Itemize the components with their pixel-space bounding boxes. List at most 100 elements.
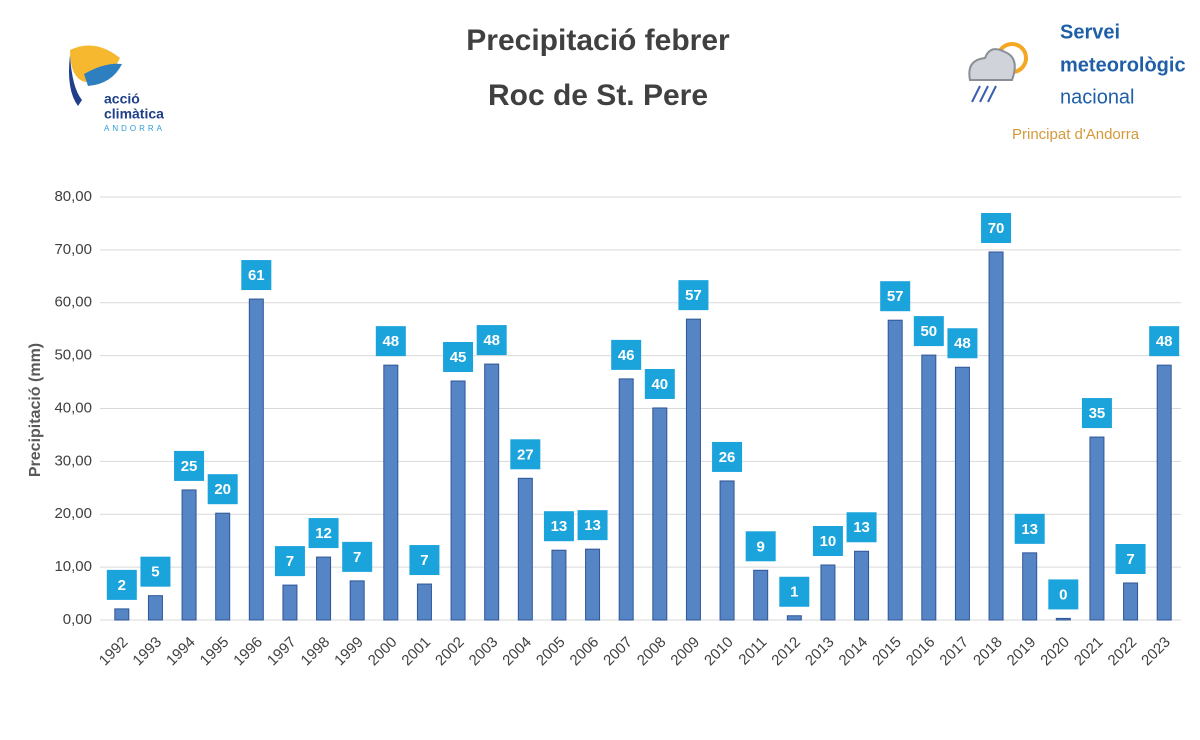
logo-text: meteorològic	[1060, 54, 1186, 76]
data-label-box	[812, 526, 843, 557]
data-label: 5	[151, 564, 159, 581]
chart-title: Precipitació febrer	[466, 24, 730, 57]
y-tick-label: 40,00	[54, 399, 92, 416]
data-label: 13	[1021, 521, 1038, 538]
data-label: 46	[618, 347, 635, 364]
data-label: 7	[420, 552, 428, 569]
bar	[349, 580, 365, 621]
right-logo: Servei meteorològic nacional Principat d…	[968, 21, 1186, 143]
bar	[854, 550, 870, 621]
data-label: 12	[315, 525, 332, 542]
data-label-box	[913, 316, 944, 347]
data-label: 57	[887, 288, 904, 305]
logo-text: climàtica	[104, 106, 164, 122]
bar	[753, 569, 769, 621]
x-tick-label: 2000	[365, 634, 401, 670]
data-label-box	[140, 556, 171, 587]
x-tick-label: 2005	[533, 634, 569, 670]
data-label-box	[308, 518, 339, 549]
data-label: 13	[853, 519, 870, 536]
bar	[450, 380, 466, 621]
y-tick-label: 20,00	[54, 505, 92, 522]
data-label: 9	[757, 538, 765, 555]
data-label: 7	[353, 549, 361, 566]
data-label-box	[846, 512, 877, 543]
bar	[383, 364, 399, 621]
data-label: 48	[382, 333, 399, 350]
x-tick-label: 2011	[735, 634, 770, 669]
data-label: 0	[1059, 586, 1067, 603]
bar	[114, 608, 130, 621]
data-label-box	[207, 474, 238, 505]
bar	[1055, 617, 1071, 621]
data-label: 7	[1126, 551, 1134, 568]
data-label: 13	[551, 518, 568, 535]
data-label-box	[476, 325, 507, 356]
data-label: 26	[719, 449, 736, 466]
x-tick-label: 2014	[836, 634, 872, 670]
x-tick-label: 2007	[600, 634, 636, 670]
data-label: 61	[248, 267, 265, 284]
data-label: 50	[920, 323, 937, 340]
logo-text: ANDORRA	[104, 124, 165, 133]
bar	[887, 319, 903, 621]
x-tick-label: 2004	[499, 634, 535, 670]
data-label: 40	[651, 376, 668, 393]
data-label: 20	[214, 481, 231, 498]
bar	[416, 583, 432, 621]
bar	[988, 251, 1004, 621]
data-label: 13	[584, 517, 601, 534]
data-label: 48	[954, 335, 971, 352]
data-label: 25	[181, 458, 198, 475]
data-label-box	[443, 342, 474, 373]
data-label-box	[510, 439, 541, 470]
data-label-box	[1081, 398, 1112, 429]
data-label-box	[1048, 579, 1079, 610]
x-tick-label: 2020	[1037, 634, 1073, 670]
data-label-box	[611, 339, 642, 370]
bar	[954, 366, 970, 621]
x-tick-label: 2010	[701, 634, 737, 670]
bar	[921, 354, 937, 621]
bar	[719, 480, 735, 621]
logo-rain	[971, 85, 997, 103]
bar	[551, 549, 567, 621]
data-label-box	[947, 328, 978, 359]
x-tick-label: 2019	[1004, 634, 1040, 670]
x-tick-label: 2003	[466, 634, 502, 670]
bar	[316, 556, 332, 621]
bar	[618, 378, 634, 621]
bar	[820, 564, 836, 621]
data-label-box	[174, 450, 205, 481]
data-label-box	[981, 212, 1012, 243]
data-label-box	[409, 545, 440, 576]
x-tick-label: 2016	[903, 634, 939, 670]
data-label-box	[745, 531, 776, 562]
x-tick-label: 2022	[1105, 634, 1141, 670]
y-tick-label: 70,00	[54, 241, 92, 258]
x-tick-label: 1995	[197, 634, 233, 670]
bar	[1123, 582, 1139, 621]
data-label-box	[1115, 543, 1146, 574]
data-label-box	[543, 511, 574, 542]
data-label-box	[644, 368, 675, 399]
data-label: 1	[790, 584, 798, 601]
data-label-box	[1149, 326, 1180, 357]
x-tick-label: 2002	[432, 634, 468, 670]
x-tick-label: 2009	[667, 634, 703, 670]
data-label-box	[1014, 513, 1045, 544]
x-tick-label: 2008	[634, 634, 670, 670]
y-tick-label: 60,00	[54, 294, 92, 311]
bar	[685, 318, 701, 621]
bar	[652, 407, 668, 621]
data-label-box	[342, 541, 373, 572]
bar	[282, 584, 298, 621]
bar	[484, 363, 500, 621]
logo-cloud	[968, 48, 1016, 81]
y-tick-label: 50,00	[54, 347, 92, 364]
bar	[181, 489, 197, 621]
logo-text: nacional	[1060, 86, 1135, 108]
logo-shape	[69, 55, 82, 106]
data-label: 10	[820, 533, 837, 550]
